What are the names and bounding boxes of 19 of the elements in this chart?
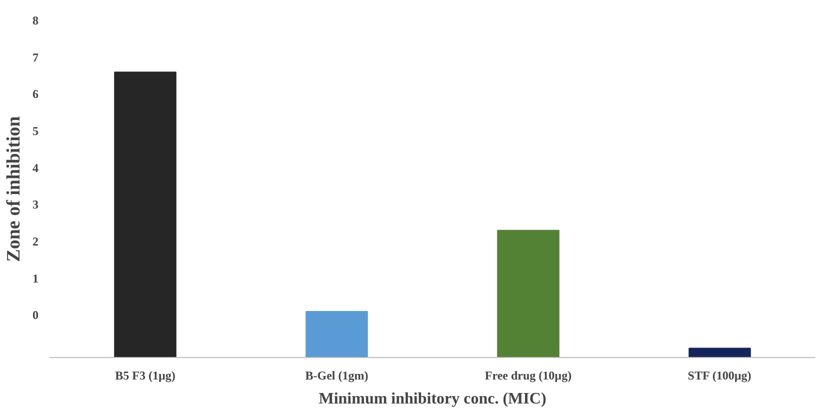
y-tick-label: 5	[32, 124, 38, 138]
x-tick-label: B-Gel (1gm)	[305, 368, 368, 382]
y-tick-label: 2	[32, 234, 38, 248]
x-tick-label: B5 F3 (1µg)	[115, 368, 176, 382]
y-tick-label: 7	[32, 50, 38, 64]
bar	[497, 230, 560, 358]
y-tick-label: 1	[32, 271, 38, 286]
y-tick-label: 3	[32, 198, 38, 212]
x-axis-title: Minimum inhibitory conc. (MIC)	[318, 390, 546, 408]
x-tick-label: Free drug (10µg)	[484, 368, 572, 382]
y-tick-label: 8	[32, 14, 38, 28]
y-axis-title: Zone of inhibition	[4, 116, 24, 262]
y-tick-label: 0	[32, 308, 38, 322]
bar	[114, 72, 176, 358]
y-tick-label: 6	[32, 87, 38, 102]
y-tick-label: 4	[32, 160, 38, 175]
bar	[688, 348, 751, 358]
x-tick-label: STF (100µg)	[688, 368, 752, 382]
bar	[306, 310, 368, 358]
